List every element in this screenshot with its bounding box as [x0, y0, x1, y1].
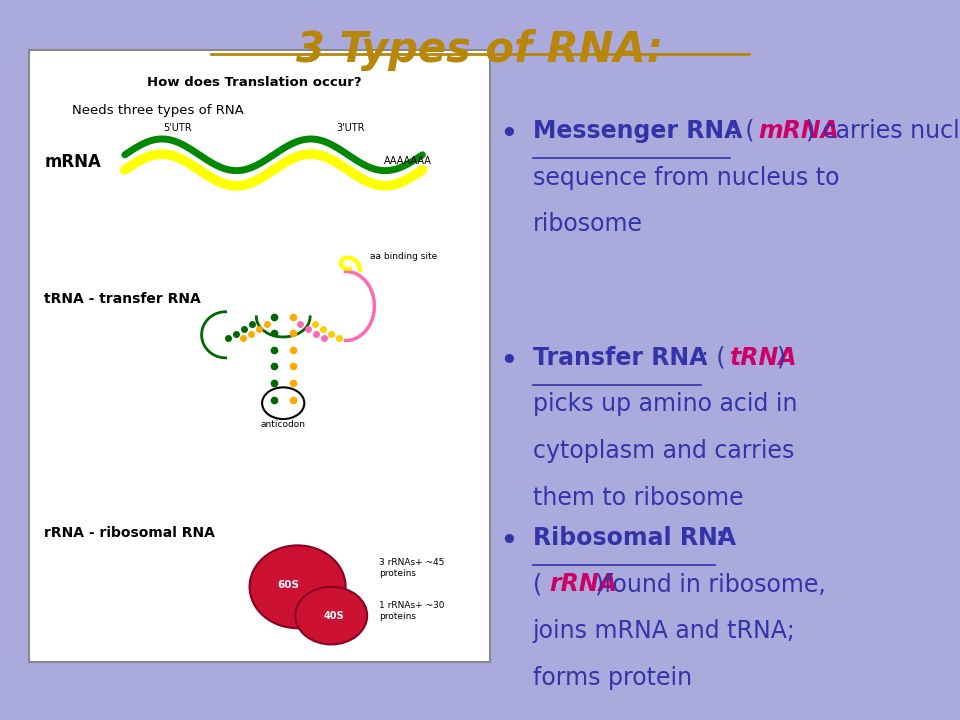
Text: •: •	[499, 119, 518, 150]
Text: •: •	[499, 346, 518, 377]
Text: rRNA: rRNA	[549, 572, 617, 596]
Text: 1 rRNAs+ ~30: 1 rRNAs+ ~30	[379, 601, 444, 611]
Text: ribosome: ribosome	[533, 212, 643, 236]
Text: proteins: proteins	[379, 569, 417, 578]
Text: ): )	[776, 346, 785, 369]
Text: Transfer RNA: Transfer RNA	[533, 346, 708, 369]
Text: cytoplasm and carries: cytoplasm and carries	[533, 439, 794, 463]
Text: forms protein: forms protein	[533, 666, 692, 690]
Ellipse shape	[296, 587, 368, 644]
Text: Messenger RNA: Messenger RNA	[533, 119, 742, 143]
Text: aa binding site: aa binding site	[370, 252, 437, 261]
Text: 3 rRNAs+ ~45: 3 rRNAs+ ~45	[379, 558, 444, 567]
Text: :: :	[715, 526, 725, 549]
Text: 60S: 60S	[277, 580, 299, 590]
Text: : (: : (	[701, 346, 726, 369]
Text: : (: : (	[730, 119, 755, 143]
Text: How does Translation occur?: How does Translation occur?	[147, 76, 362, 89]
Text: joins mRNA and tRNA;: joins mRNA and tRNA;	[533, 619, 796, 643]
Ellipse shape	[250, 546, 346, 628]
Text: mRNA: mRNA	[44, 153, 101, 171]
Text: them to ribosome: them to ribosome	[533, 486, 743, 510]
Text: (: (	[533, 572, 542, 596]
Text: )found in ribosome,: )found in ribosome,	[595, 572, 826, 596]
Text: picks up amino acid in: picks up amino acid in	[533, 392, 798, 416]
Text: mRNA: mRNA	[758, 119, 839, 143]
Text: tRNA - transfer RNA: tRNA - transfer RNA	[44, 292, 201, 306]
Text: 40S: 40S	[324, 611, 345, 621]
Text: 3 Types of RNA:: 3 Types of RNA:	[297, 29, 663, 71]
FancyBboxPatch shape	[29, 50, 490, 662]
Text: Ribosomal RNA: Ribosomal RNA	[533, 526, 735, 549]
Text: 3'UTR: 3'UTR	[336, 123, 365, 133]
Text: 5'UTR: 5'UTR	[163, 123, 192, 133]
Text: proteins: proteins	[379, 612, 417, 621]
Text: rRNA - ribosomal RNA: rRNA - ribosomal RNA	[44, 526, 215, 540]
Circle shape	[262, 387, 304, 419]
Text: Needs three types of RNA: Needs three types of RNA	[72, 104, 244, 117]
Text: AAAAAAA: AAAAAAA	[384, 156, 432, 166]
Text: ) carries nucleotide: ) carries nucleotide	[806, 119, 960, 143]
Text: tRNA: tRNA	[730, 346, 797, 369]
Text: anticodon: anticodon	[261, 420, 305, 429]
Text: •: •	[499, 526, 518, 557]
Text: sequence from nucleus to: sequence from nucleus to	[533, 166, 839, 189]
